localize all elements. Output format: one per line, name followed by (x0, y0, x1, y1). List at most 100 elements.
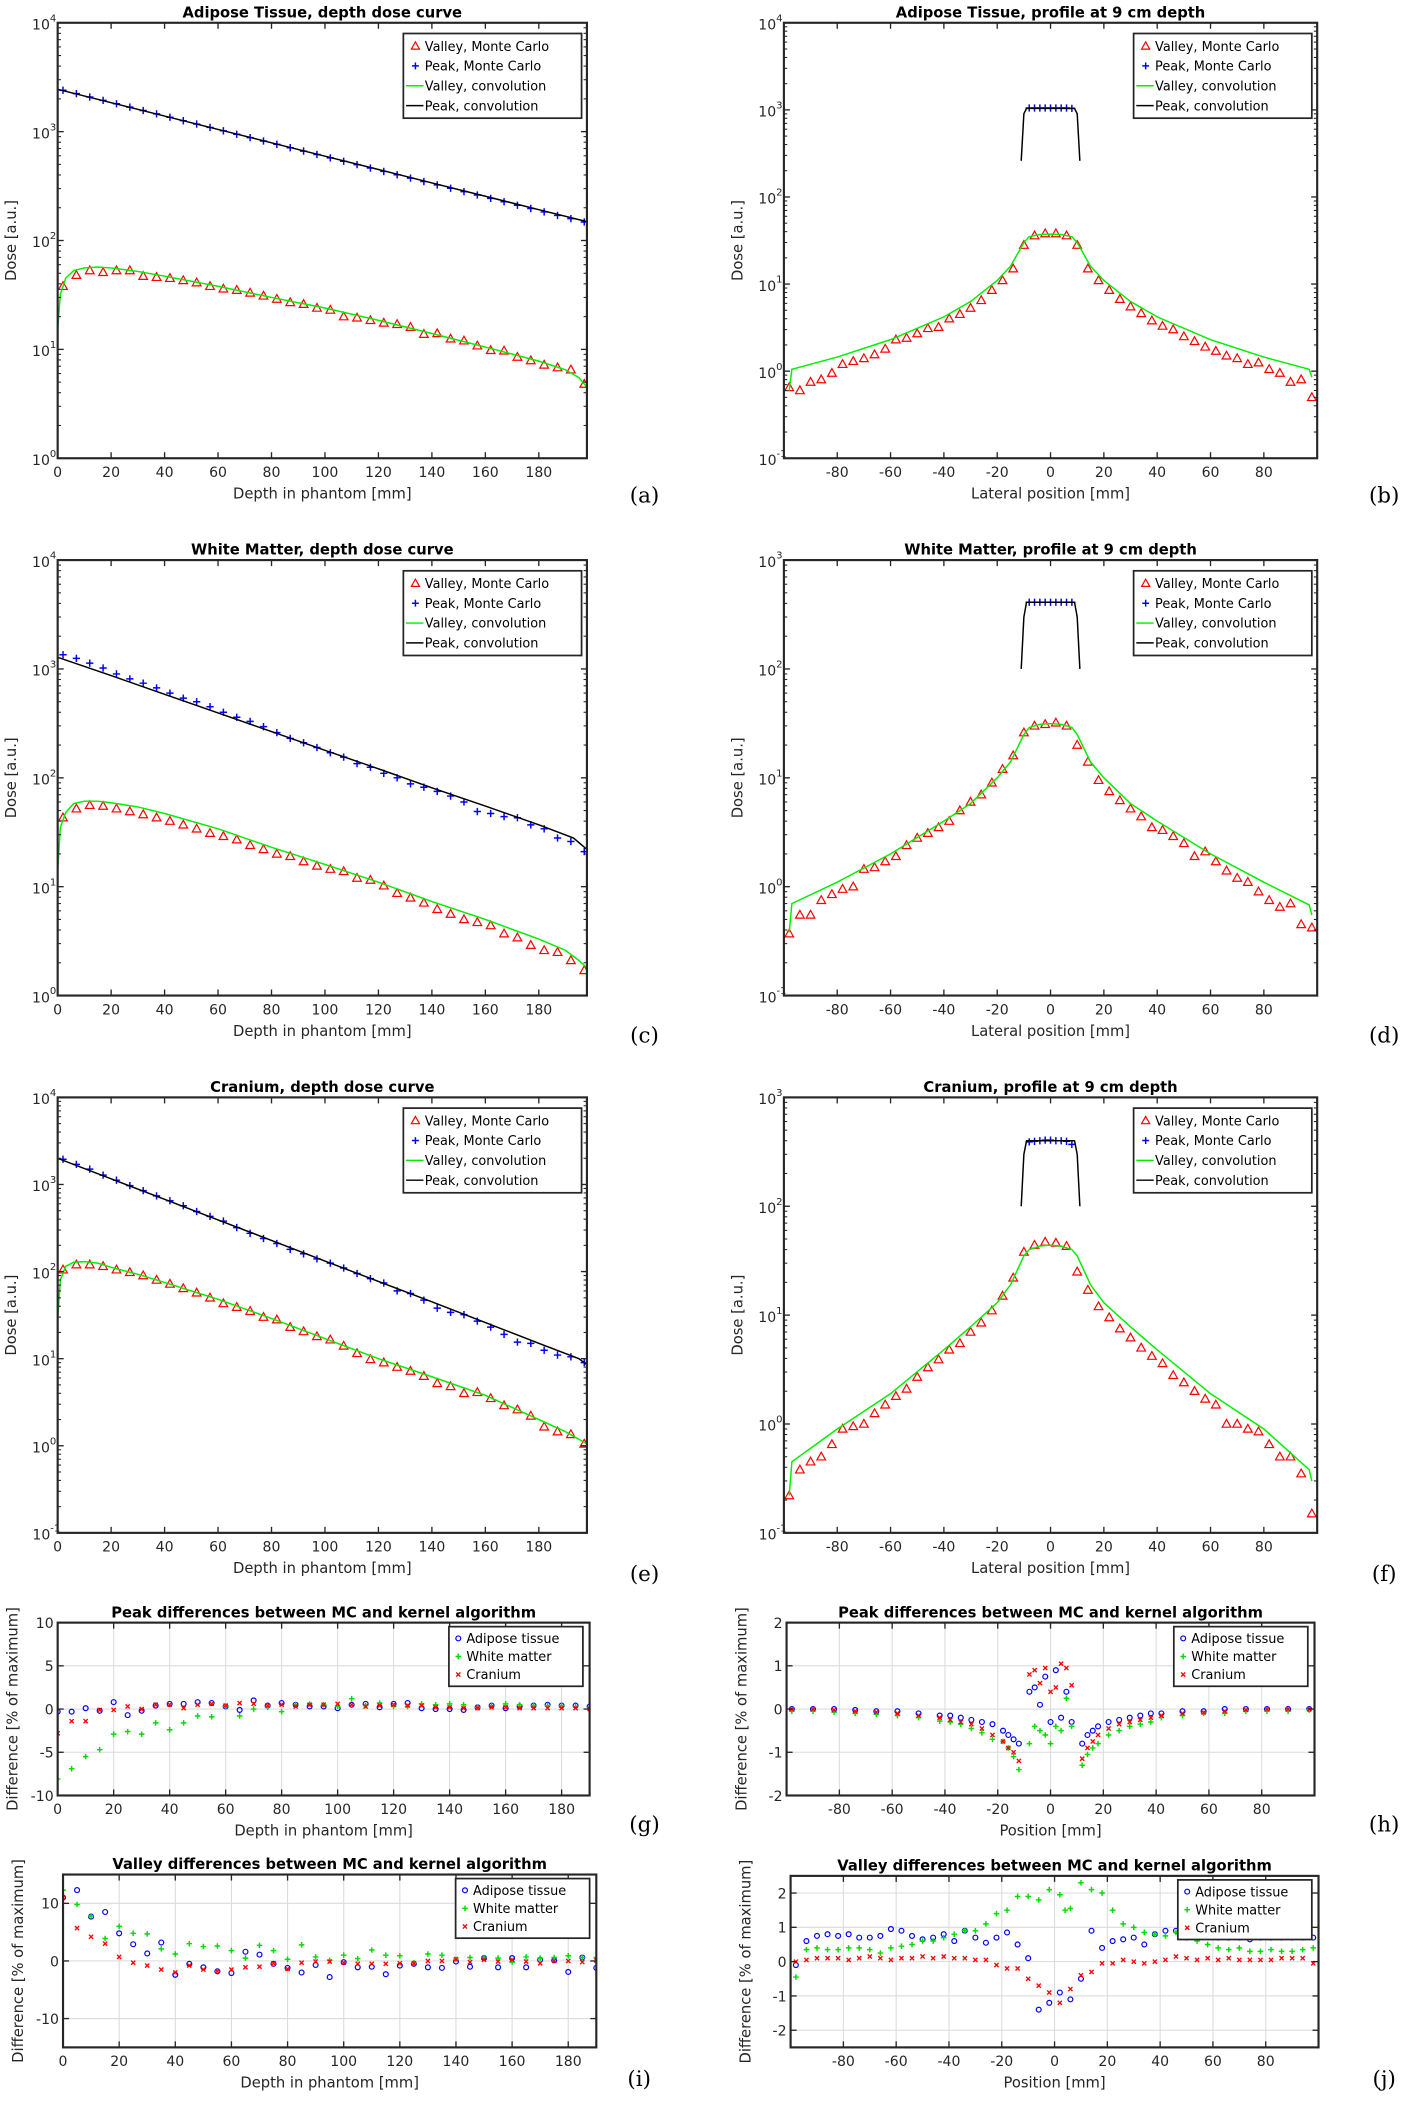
series-line-valley-convolution (57, 800, 587, 969)
data-point-valley-monte-carlo (1231, 352, 1243, 363)
data-point-valley-monte-carlo (498, 927, 510, 938)
data-point-valley-monte-carlo (837, 1423, 848, 1433)
legend: Valley, Monte Carlo Peak, Monte Carlo Vall… (402, 569, 583, 657)
x-axis-label: Depth in phantom [mm] (233, 1023, 412, 1040)
data-point-white-matter (1162, 1933, 1169, 1939)
data-point-peak-monte-carlo (513, 1338, 522, 1346)
data-point-peak-monte-carlo (1068, 1140, 1076, 1149)
x-tick-label: 60 (1202, 465, 1220, 481)
axes-frame (782, 21, 1319, 460)
legend-entry: Peak, Monte Carlo (425, 597, 542, 612)
data-point-valley-monte-carlo (794, 384, 806, 395)
x-tick-label: 60 (1202, 1540, 1220, 1556)
x-tick-label: -60 (885, 2054, 908, 2070)
chart-title: White Matter, depth dose curve (191, 542, 454, 559)
data-point-cranium (284, 1966, 291, 1972)
data-point-cranium (1215, 1957, 1221, 1963)
y-tick-label: 103 (32, 660, 56, 680)
data-point-valley-monte-carlo (1114, 293, 1126, 304)
y-tick-label: 0 (45, 1702, 54, 1718)
data-point-cranium (1036, 1983, 1042, 1989)
axes-frame (56, 559, 588, 997)
data-point-white-matter (383, 1952, 389, 1958)
data-point-valley-monte-carlo (826, 1438, 838, 1449)
data-point-valley-monte-carlo (538, 1421, 550, 1431)
panel-label: (c) (630, 1023, 659, 1048)
data-point-valley-monte-carlo (826, 888, 838, 899)
data-point-white-matter (793, 1974, 799, 1980)
data-point-valley-monte-carlo (986, 284, 998, 295)
data-point-valley-monte-carlo (933, 321, 944, 331)
data-point-white-matter (63, 1887, 66, 1893)
data-point-valley-monte-carlo (1125, 802, 1136, 813)
data-point-white-matter (124, 1728, 131, 1735)
data-point-cranium (1243, 1707, 1249, 1713)
data-point-adipose-tissue (74, 1887, 81, 1894)
data-point-cranium (983, 1957, 989, 1963)
data-point-adipose-tissue (242, 1948, 249, 1955)
data-point-valley-monte-carlo (1178, 1376, 1190, 1387)
chart-panel-i: 0 20 40 60 80 100 120 140 160 180 -10 0 10 Valley dif… (10, 1856, 651, 2092)
legend-entry: Valley, convolution (1155, 617, 1276, 632)
data-point-cranium (1095, 1732, 1101, 1738)
data-point-cranium (1268, 1957, 1274, 1963)
data-point-valley-monte-carlo (298, 855, 309, 866)
data-point-valley-monte-carlo (151, 271, 162, 282)
x-tick-label: 40 (1151, 2054, 1169, 2070)
data-point-adipose-tissue (982, 1939, 989, 1946)
data-point-valley-monte-carlo (1253, 1425, 1264, 1436)
data-point-adipose-tissue (1042, 1673, 1049, 1680)
y-tick-label: 100 (32, 1436, 56, 1456)
x-tick-label: 140 (443, 2054, 470, 2070)
x-tick-label: -80 (832, 2054, 855, 2070)
x-axis-label: Depth in phantom [mm] (234, 1823, 413, 1840)
data-point-cranium (57, 1730, 61, 1736)
data-point-cranium (972, 1957, 978, 1963)
legend-entry: White matter (473, 1902, 559, 1917)
data-point-adipose-tissue (972, 1934, 979, 1941)
legend-entry: Peak, convolution (425, 99, 539, 114)
data-point-valley-monte-carlo (1189, 850, 1200, 861)
y-tick-label: 10-1 (759, 1524, 787, 1544)
data-point-adipose-tissue (1036, 1701, 1044, 1708)
data-point-valley-monte-carlo (431, 327, 443, 338)
data-point-valley-monte-carlo (1061, 1240, 1072, 1250)
panel-label: (a) (630, 483, 660, 508)
legend-marker-icon (1180, 1653, 1186, 1660)
legend-marker-icon (1142, 1137, 1150, 1144)
data-point-cranium (559, 1705, 565, 1711)
y-tick-label: -1 (773, 1989, 787, 2005)
data-point-valley-monte-carlo (1199, 341, 1211, 351)
data-point-adipose-tissue (1026, 1688, 1033, 1695)
x-tick-label: 0 (1046, 1540, 1055, 1556)
data-point-valley-monte-carlo (943, 815, 955, 825)
data-point-white-matter (1204, 1941, 1211, 1948)
data-point-cranium (962, 1955, 968, 1961)
data-point-valley-monte-carlo (954, 308, 966, 319)
data-point-cranium (181, 1705, 187, 1711)
legend-entry: Peak, Monte Carlo (1155, 1134, 1272, 1149)
data-point-white-matter (250, 1706, 257, 1712)
series-line-peak-convolution (1020, 107, 1081, 161)
panel-label: (b) (1369, 483, 1399, 508)
x-tick-label: -60 (879, 1540, 902, 1556)
data-point-cranium (551, 1958, 557, 1964)
series-line-valley-convolution (788, 233, 1313, 391)
data-point-cranium (993, 1962, 1000, 1968)
chart-panel-j: -80 -60 -40 -20 0 20 40 60 80 -2 -1 0 1 2 Valley diffe… (737, 1858, 1395, 2093)
y-tick-label: 10-1 (759, 449, 787, 469)
data-point-white-matter (516, 1701, 523, 1708)
data-point-cranium (1152, 1959, 1158, 1965)
data-point-valley-monte-carlo (177, 819, 189, 829)
x-tick-label: 160 (492, 1802, 519, 1818)
data-point-cranium (898, 1955, 905, 1961)
data-point-cranium (523, 1958, 529, 1965)
data-point-cranium (1090, 1738, 1096, 1745)
data-point-peak-monte-carlo (139, 679, 147, 687)
x-tick-label: -40 (933, 1802, 956, 1818)
data-point-valley-monte-carlo (783, 1489, 795, 1500)
data-point-white-matter (1268, 1946, 1274, 1953)
data-point-peak-monte-carlo (553, 834, 562, 842)
data-point-valley-monte-carlo (1221, 350, 1232, 360)
